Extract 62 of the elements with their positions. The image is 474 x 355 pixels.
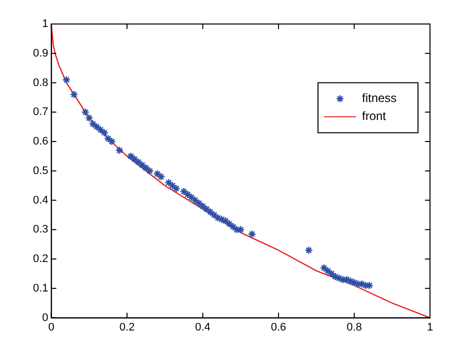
y-tick-label: 1 (42, 18, 48, 30)
y-tick-label: 0.5 (32, 164, 48, 177)
point (248, 230, 256, 238)
point (202, 204, 211, 214)
point (104, 134, 112, 143)
point (304, 246, 313, 254)
point (180, 187, 188, 196)
point (228, 222, 238, 231)
point (62, 76, 71, 84)
point (70, 90, 78, 99)
point (153, 170, 162, 178)
point (206, 208, 214, 216)
point (130, 155, 139, 164)
y-tick-label: 0.2 (32, 253, 48, 266)
point (92, 122, 101, 131)
y-tick-label: 0.7 (32, 106, 48, 118)
point (156, 172, 166, 181)
point (138, 160, 146, 170)
point (320, 264, 328, 272)
point (115, 146, 124, 154)
x-tick-label: 0.6 (270, 321, 286, 334)
point (198, 202, 207, 210)
point (194, 199, 204, 208)
legend-label: fitness (362, 91, 397, 106)
point (134, 158, 143, 166)
x-tick-label: 0.8 (346, 321, 362, 334)
point (324, 266, 332, 275)
y-tick-label: 0.6 (32, 136, 48, 148)
y-tick-label: 0.1 (32, 282, 48, 294)
legend-label: front (362, 109, 387, 124)
point (221, 216, 230, 225)
x-tick-label: 0.4 (195, 321, 210, 334)
x-tick-label: 1 (426, 321, 434, 334)
y-tick-label: 0.9 (32, 47, 48, 60)
point (100, 128, 108, 137)
point (346, 276, 355, 286)
point (168, 181, 177, 190)
point (350, 278, 358, 287)
point (96, 126, 105, 134)
point (142, 164, 150, 172)
point (214, 214, 222, 222)
point (225, 220, 234, 228)
point (85, 114, 94, 122)
point (210, 210, 218, 220)
point (327, 270, 336, 278)
point (342, 275, 351, 284)
point (108, 137, 116, 146)
point (191, 196, 200, 204)
x-tick-label: 0.2 (119, 321, 135, 334)
point (331, 272, 340, 281)
y-tick-label: 0.3 (32, 224, 48, 236)
point (187, 193, 196, 202)
point (164, 178, 173, 187)
point (218, 215, 226, 224)
point (126, 152, 135, 160)
point (81, 108, 90, 116)
y-tick-label: 0.4 (32, 194, 48, 206)
point (172, 184, 180, 193)
point (88, 120, 98, 128)
point (146, 166, 154, 176)
y-tick-label: 0.8 (32, 76, 48, 89)
y-tick-label: 0 (42, 312, 48, 324)
